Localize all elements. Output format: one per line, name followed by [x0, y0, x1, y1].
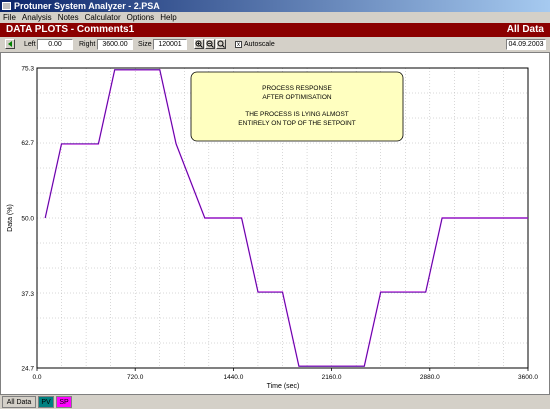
date-field: 04.09.2003 — [506, 39, 546, 50]
menu-file[interactable]: File — [3, 13, 16, 22]
zoom-out-button[interactable] — [205, 39, 215, 49]
note-line-4: ENTIRELY ON TOP OF THE SETPOINT — [238, 120, 355, 127]
menu-bar: File Analysis Notes Calculator Options H… — [0, 12, 550, 23]
size-input[interactable]: 120001 — [153, 39, 187, 50]
window-title-bar[interactable]: Protuner System Analyzer - 2.PSA — [0, 0, 550, 12]
y-tick-label: 50.0 — [21, 216, 34, 223]
view-mode-label: All Data — [506, 24, 544, 35]
zoom-in-button[interactable] — [194, 39, 204, 49]
zoom-full-button[interactable] — [216, 39, 226, 49]
menu-help[interactable]: Help — [160, 13, 177, 22]
x-axis-ticks: 0.0 720.0 1440.0 2160.0 2880.0 3600.0 — [32, 368, 538, 381]
y-tick-label: 37.3 — [21, 291, 34, 298]
y-tick-label: 62.7 — [21, 140, 34, 147]
series-layer — [44, 69, 528, 367]
tab-sp[interactable]: SP — [56, 396, 72, 408]
tab-pv[interactable]: PV — [38, 396, 54, 408]
back-button[interactable] — [5, 39, 15, 49]
x-tick-label: 2880.0 — [420, 374, 440, 381]
zoom-full-icon — [217, 40, 225, 48]
left-label: Left — [24, 41, 36, 48]
tab-all-data[interactable]: All Data — [2, 396, 36, 408]
x-tick-label: 720.0 — [127, 374, 144, 381]
x-tick-label: 3600.0 — [518, 374, 538, 381]
toolbar: Left 0.00 Right 3600.00 Size 120001 x Au… — [0, 37, 550, 52]
autoscale-checkbox[interactable]: x — [235, 41, 242, 48]
x-tick-label: 0.0 — [32, 374, 41, 381]
note-line-3: THE PROCESS IS LYING ALMOST — [245, 111, 349, 118]
menu-analysis[interactable]: Analysis — [21, 13, 52, 22]
x-tick-label: 1440.0 — [223, 374, 243, 381]
plot-panel: 24.7 37.3 50.0 62.7 75.3 0.0 720.0 1440.0 2160.… — [0, 52, 550, 395]
arrow-left-icon — [8, 41, 12, 47]
menu-calculator[interactable]: Calculator — [84, 13, 121, 22]
window-title: Protuner System Analyzer - 2.PSA — [14, 1, 160, 11]
right-label: Right — [79, 41, 96, 48]
annotation-note[interactable]: PROCESS RESPONSE AFTER OPTIMISATION THE … — [190, 71, 404, 142]
menu-options[interactable]: Options — [126, 13, 155, 22]
x-tick-label: 2160.0 — [322, 374, 342, 381]
left-input[interactable]: 0.00 — [37, 39, 73, 50]
series-tabs: All Data PV SP — [0, 395, 550, 409]
panel-header: DATA PLOTS - Comments1 All Data — [0, 23, 550, 37]
right-input[interactable]: 3600.00 — [97, 39, 133, 50]
zoom-in-icon — [195, 40, 203, 48]
y-axis-label: Data (%) — [7, 204, 14, 232]
autoscale-label: Autoscale — [244, 41, 275, 48]
y-axis-ticks: 24.7 37.3 50.0 62.7 75.3 — [21, 66, 34, 373]
note-line-2: AFTER OPTIMISATION — [262, 94, 332, 101]
zoom-out-icon — [206, 40, 214, 48]
chart-grid — [37, 68, 528, 368]
y-tick-label: 75.3 — [21, 66, 34, 73]
panel-title: DATA PLOTS - Comments1 — [6, 24, 135, 35]
x-axis-label: Time (sec) — [267, 383, 300, 390]
size-label: Size — [138, 41, 152, 48]
series-pv-line — [44, 69, 528, 367]
menu-notes[interactable]: Notes — [57, 13, 79, 22]
data-plot-chart[interactable]: 24.7 37.3 50.0 62.7 75.3 0.0 720.0 1440.0 2160.… — [1, 53, 549, 394]
y-tick-label: 24.7 — [21, 366, 34, 373]
note-line-1: PROCESS RESPONSE — [262, 85, 332, 92]
app-icon — [2, 2, 11, 10]
